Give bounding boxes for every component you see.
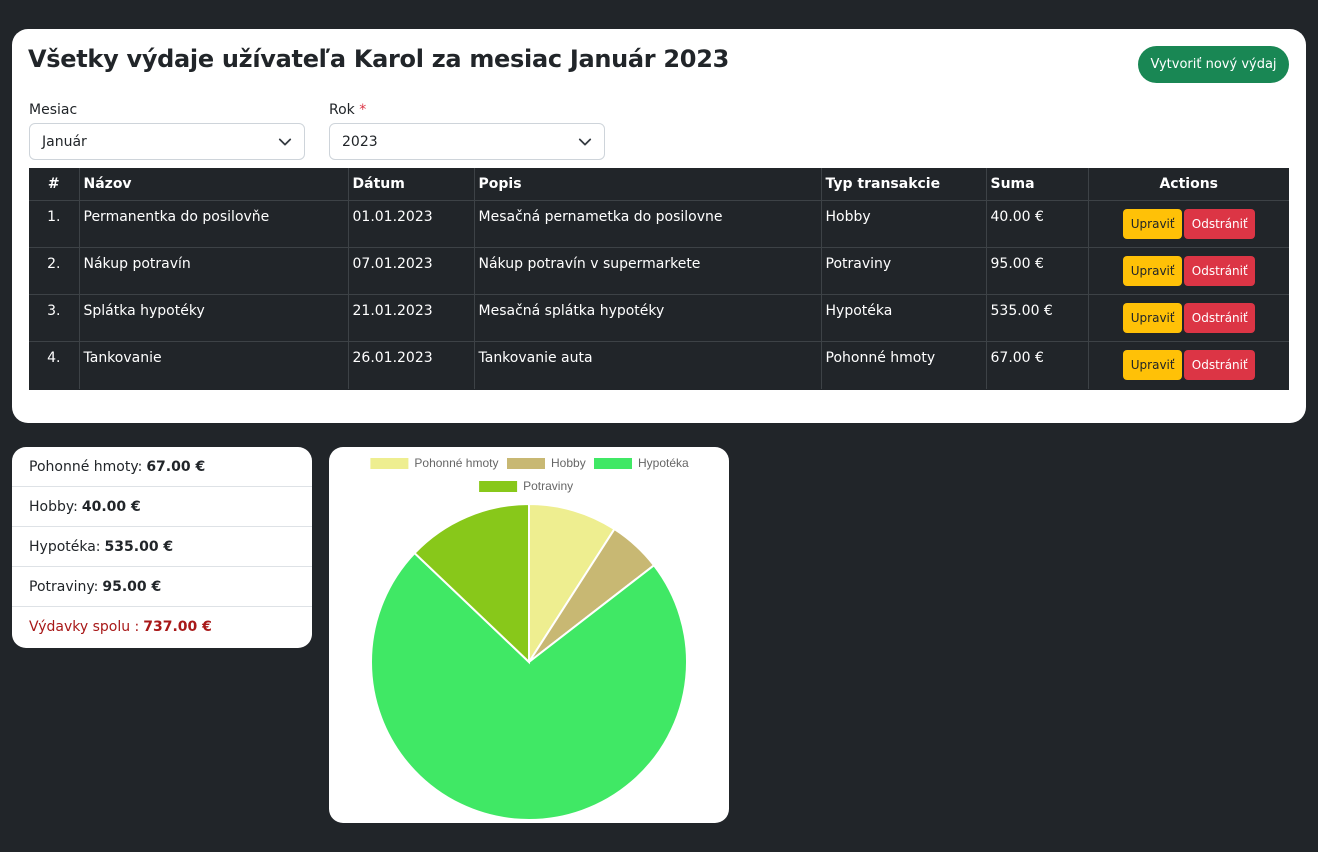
row-type: Hobby xyxy=(820,200,986,248)
row-date: 01.01.2023 xyxy=(347,200,474,248)
legend-label[interactable]: Hobby xyxy=(551,456,586,470)
summary-total: Výdavky spolu :737.00 € xyxy=(29,619,212,635)
row-sum: 535.00 € xyxy=(985,294,1088,342)
pie-slice[interactable] xyxy=(413,502,530,665)
pie-slice[interactable] xyxy=(370,551,688,821)
expenses-card: Všetky výdaje užívateľa Karol za mesiac … xyxy=(12,29,1306,423)
year-label: Rok * xyxy=(329,102,367,118)
legend-swatch[interactable] xyxy=(370,458,409,469)
month-label: Mesiac xyxy=(29,102,78,118)
table-row: 4. Tankovanie 26.01.2023 Tankovanie auta… xyxy=(29,341,1289,389)
row-num: 2. xyxy=(29,247,79,295)
expenses-table: # Názov Dátum Popis Typ transakcie Suma … xyxy=(29,168,1289,390)
row-name: Nákup potravín xyxy=(78,247,348,295)
row-date: 26.01.2023 xyxy=(347,341,474,389)
legend-swatch[interactable] xyxy=(594,458,632,469)
row-sum: 67.00 € xyxy=(985,341,1088,389)
col-header-sum: Suma xyxy=(985,168,1088,201)
summary-item-groceries: Potraviny: 95.00 € xyxy=(12,567,312,607)
table-row: 1. Permanentka do posilovňe 01.01.2023 M… xyxy=(29,200,1289,248)
row-num: 1. xyxy=(29,200,79,248)
edit-button[interactable]: Upraviť xyxy=(1122,256,1182,286)
table-header-row: # Názov Dátum Popis Typ transakcie Suma … xyxy=(29,168,1289,201)
row-num: 3. xyxy=(29,294,79,342)
chevron-down-icon xyxy=(578,138,592,145)
summary-card: Pohonné hmoty: 67.00 € Hobby: 40.00 € Hypo… xyxy=(12,447,312,648)
row-actions: Upraviť Odstrániť xyxy=(1087,247,1289,295)
pie-chart: Pohonné hmoty Hobby Hypotéka Potraviny xyxy=(370,456,689,821)
col-header-desc: Popis xyxy=(473,168,821,201)
legend-label[interactable]: Potraviny xyxy=(523,479,573,493)
row-type: Hypotéka xyxy=(820,294,986,342)
row-name: Tankovanie xyxy=(78,341,348,389)
row-actions: Upraviť Odstrániť xyxy=(1087,200,1289,248)
legend-swatch[interactable] xyxy=(479,481,518,492)
chart-card: Pohonné hmoty Hobby Hypotéka Potraviny xyxy=(329,447,729,823)
row-num: 4. xyxy=(29,341,79,389)
row-sum: 40.00 € xyxy=(985,200,1088,248)
chevron-down-icon xyxy=(278,138,292,145)
summary-item-fuel: Pohonné hmoty: 67.00 € xyxy=(12,447,312,487)
row-type: Potraviny xyxy=(820,247,986,295)
required-mark: * xyxy=(359,102,367,118)
year-select-value: 2023 xyxy=(342,133,378,150)
legend-label[interactable]: Hypotéka xyxy=(638,456,689,470)
year-select[interactable]: 2023 xyxy=(329,123,605,160)
legend-swatch[interactable] xyxy=(507,458,545,469)
table-row: 2. Nákup potravín 07.01.2023 Nákup potra… xyxy=(29,247,1289,295)
table-row: 3. Splátka hypotéky 21.01.2023 Mesačná s… xyxy=(29,294,1289,342)
summary-item-mortgage: Hypotéka: 535.00 € xyxy=(12,527,312,567)
delete-button[interactable]: Odstrániť xyxy=(1183,350,1255,380)
month-select-value: Január xyxy=(42,133,87,150)
edit-button[interactable]: Upraviť xyxy=(1122,209,1182,239)
pie-slice[interactable] xyxy=(528,502,616,666)
row-type: Pohonné hmoty xyxy=(820,341,986,389)
row-date: 07.01.2023 xyxy=(347,247,474,295)
delete-button[interactable]: Odstrániť xyxy=(1183,209,1255,239)
row-sum: 95.00 € xyxy=(985,247,1088,295)
row-actions: Upraviť Odstrániť xyxy=(1087,341,1289,389)
col-header-actions: Actions xyxy=(1087,168,1289,201)
row-name: Permanentka do posilovňe xyxy=(78,200,348,248)
create-expense-button[interactable]: Vytvoriť nový výdaj xyxy=(1138,46,1289,83)
row-desc: Mesačná splátka hypotéky xyxy=(473,294,821,342)
edit-button[interactable]: Upraviť xyxy=(1122,303,1182,333)
delete-button[interactable]: Odstrániť xyxy=(1183,256,1255,286)
page-title: Všetky výdaje užívateľa Karol za mesiac … xyxy=(28,45,729,73)
row-desc: Mesačná pernametka do posilovne xyxy=(473,200,821,248)
row-desc: Tankovanie auta xyxy=(473,341,821,389)
col-header-date: Dátum xyxy=(347,168,474,201)
delete-button[interactable]: Odstrániť xyxy=(1183,303,1255,333)
col-header-name: Názov xyxy=(78,168,348,201)
row-date: 21.01.2023 xyxy=(347,294,474,342)
edit-button[interactable]: Upraviť xyxy=(1122,350,1182,380)
col-header-type: Typ transakcie xyxy=(820,168,986,201)
row-desc: Nákup potravín v supermarkete xyxy=(473,247,821,295)
legend-label[interactable]: Pohonné hmoty xyxy=(414,456,498,470)
col-header-num: # xyxy=(29,168,79,201)
row-name: Splátka hypotéky xyxy=(78,294,348,342)
row-actions: Upraviť Odstrániť xyxy=(1087,294,1289,342)
month-select[interactable]: Január xyxy=(29,123,305,160)
summary-item-hobby: Hobby: 40.00 € xyxy=(12,487,312,527)
